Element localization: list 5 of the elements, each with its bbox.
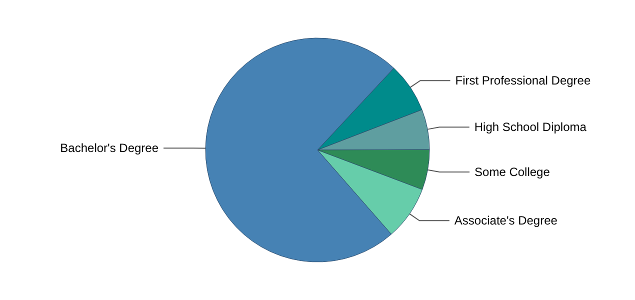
slice-label: Some College [474, 165, 550, 180]
slice-label: Bachelor's Degree [60, 141, 159, 156]
slice-label: Associate's Degree [454, 214, 558, 228]
slice-label: High School Diploma [474, 120, 587, 134]
slice-label: First Professional Degree [455, 74, 591, 88]
